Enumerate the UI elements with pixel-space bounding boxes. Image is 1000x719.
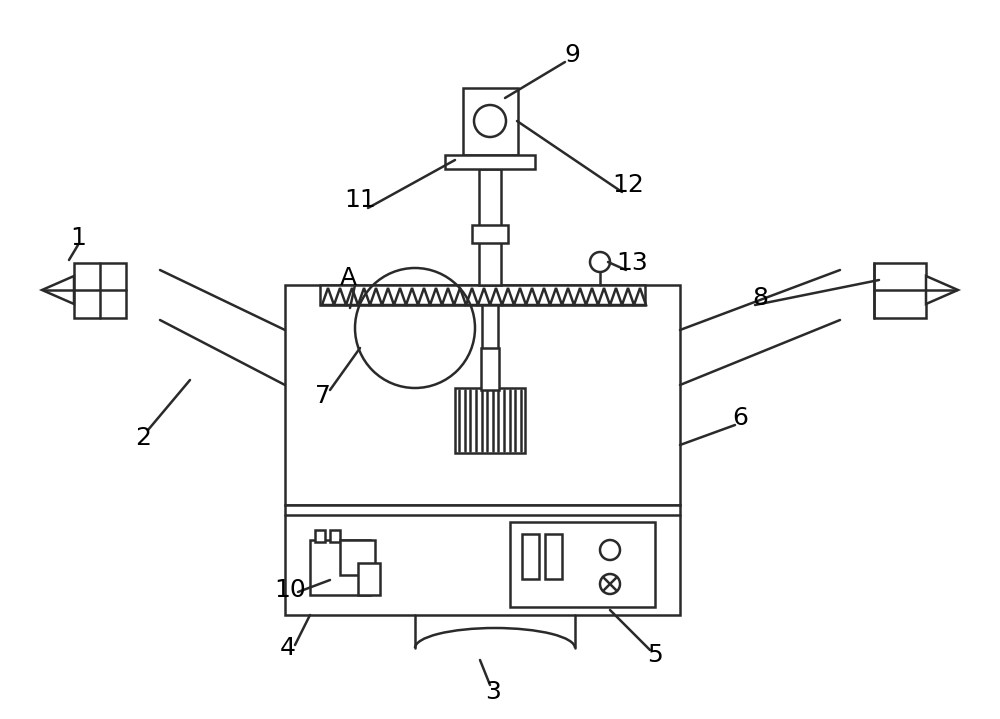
Bar: [479, 169, 501, 285]
Bar: [358, 563, 380, 595]
Bar: [874, 263, 926, 318]
Polygon shape: [346, 288, 358, 305]
Polygon shape: [574, 288, 586, 305]
Polygon shape: [502, 288, 514, 305]
Bar: [320, 285, 645, 305]
Bar: [472, 225, 508, 243]
Polygon shape: [382, 288, 394, 305]
Text: 9: 9: [564, 43, 580, 67]
Text: 7: 7: [315, 384, 331, 408]
Bar: [463, 88, 518, 155]
Polygon shape: [394, 288, 406, 305]
Polygon shape: [322, 288, 334, 305]
Polygon shape: [370, 288, 382, 305]
Bar: [481, 348, 499, 390]
Polygon shape: [430, 288, 442, 305]
Text: 10: 10: [274, 578, 306, 602]
Text: 5: 5: [647, 643, 663, 667]
Text: 4: 4: [280, 636, 296, 660]
Text: 8: 8: [752, 286, 768, 310]
Circle shape: [600, 574, 620, 594]
Polygon shape: [550, 288, 562, 305]
Polygon shape: [586, 288, 598, 305]
Circle shape: [590, 252, 610, 272]
Polygon shape: [466, 288, 478, 305]
Bar: [285, 505, 680, 615]
Polygon shape: [538, 288, 550, 305]
Polygon shape: [358, 288, 370, 305]
Bar: [455, 388, 525, 453]
Circle shape: [600, 540, 620, 560]
Bar: [310, 540, 370, 595]
Polygon shape: [42, 276, 74, 304]
Bar: [285, 285, 680, 505]
Bar: [545, 534, 562, 579]
Circle shape: [474, 105, 506, 137]
Polygon shape: [490, 288, 502, 305]
Polygon shape: [610, 288, 622, 305]
Polygon shape: [334, 288, 346, 305]
Text: 11: 11: [344, 188, 376, 212]
Polygon shape: [418, 288, 430, 305]
Polygon shape: [598, 288, 610, 305]
Text: 1: 1: [70, 226, 86, 250]
Bar: [315, 530, 325, 542]
Bar: [482, 305, 498, 390]
Polygon shape: [454, 288, 466, 305]
Bar: [330, 530, 340, 542]
Text: A: A: [339, 266, 357, 290]
Polygon shape: [478, 288, 490, 305]
Polygon shape: [526, 288, 538, 305]
Bar: [340, 540, 375, 575]
Text: 3: 3: [485, 680, 501, 704]
Text: 2: 2: [135, 426, 151, 450]
Bar: [445, 155, 535, 169]
Bar: [510, 522, 655, 607]
Text: 13: 13: [616, 251, 648, 275]
Polygon shape: [514, 288, 526, 305]
Polygon shape: [562, 288, 574, 305]
Polygon shape: [926, 276, 958, 304]
Bar: [74, 263, 126, 318]
Polygon shape: [442, 288, 454, 305]
Polygon shape: [406, 288, 418, 305]
Text: 12: 12: [612, 173, 644, 197]
Polygon shape: [634, 288, 646, 305]
Text: 6: 6: [732, 406, 748, 430]
Polygon shape: [622, 288, 634, 305]
Bar: [522, 534, 539, 579]
